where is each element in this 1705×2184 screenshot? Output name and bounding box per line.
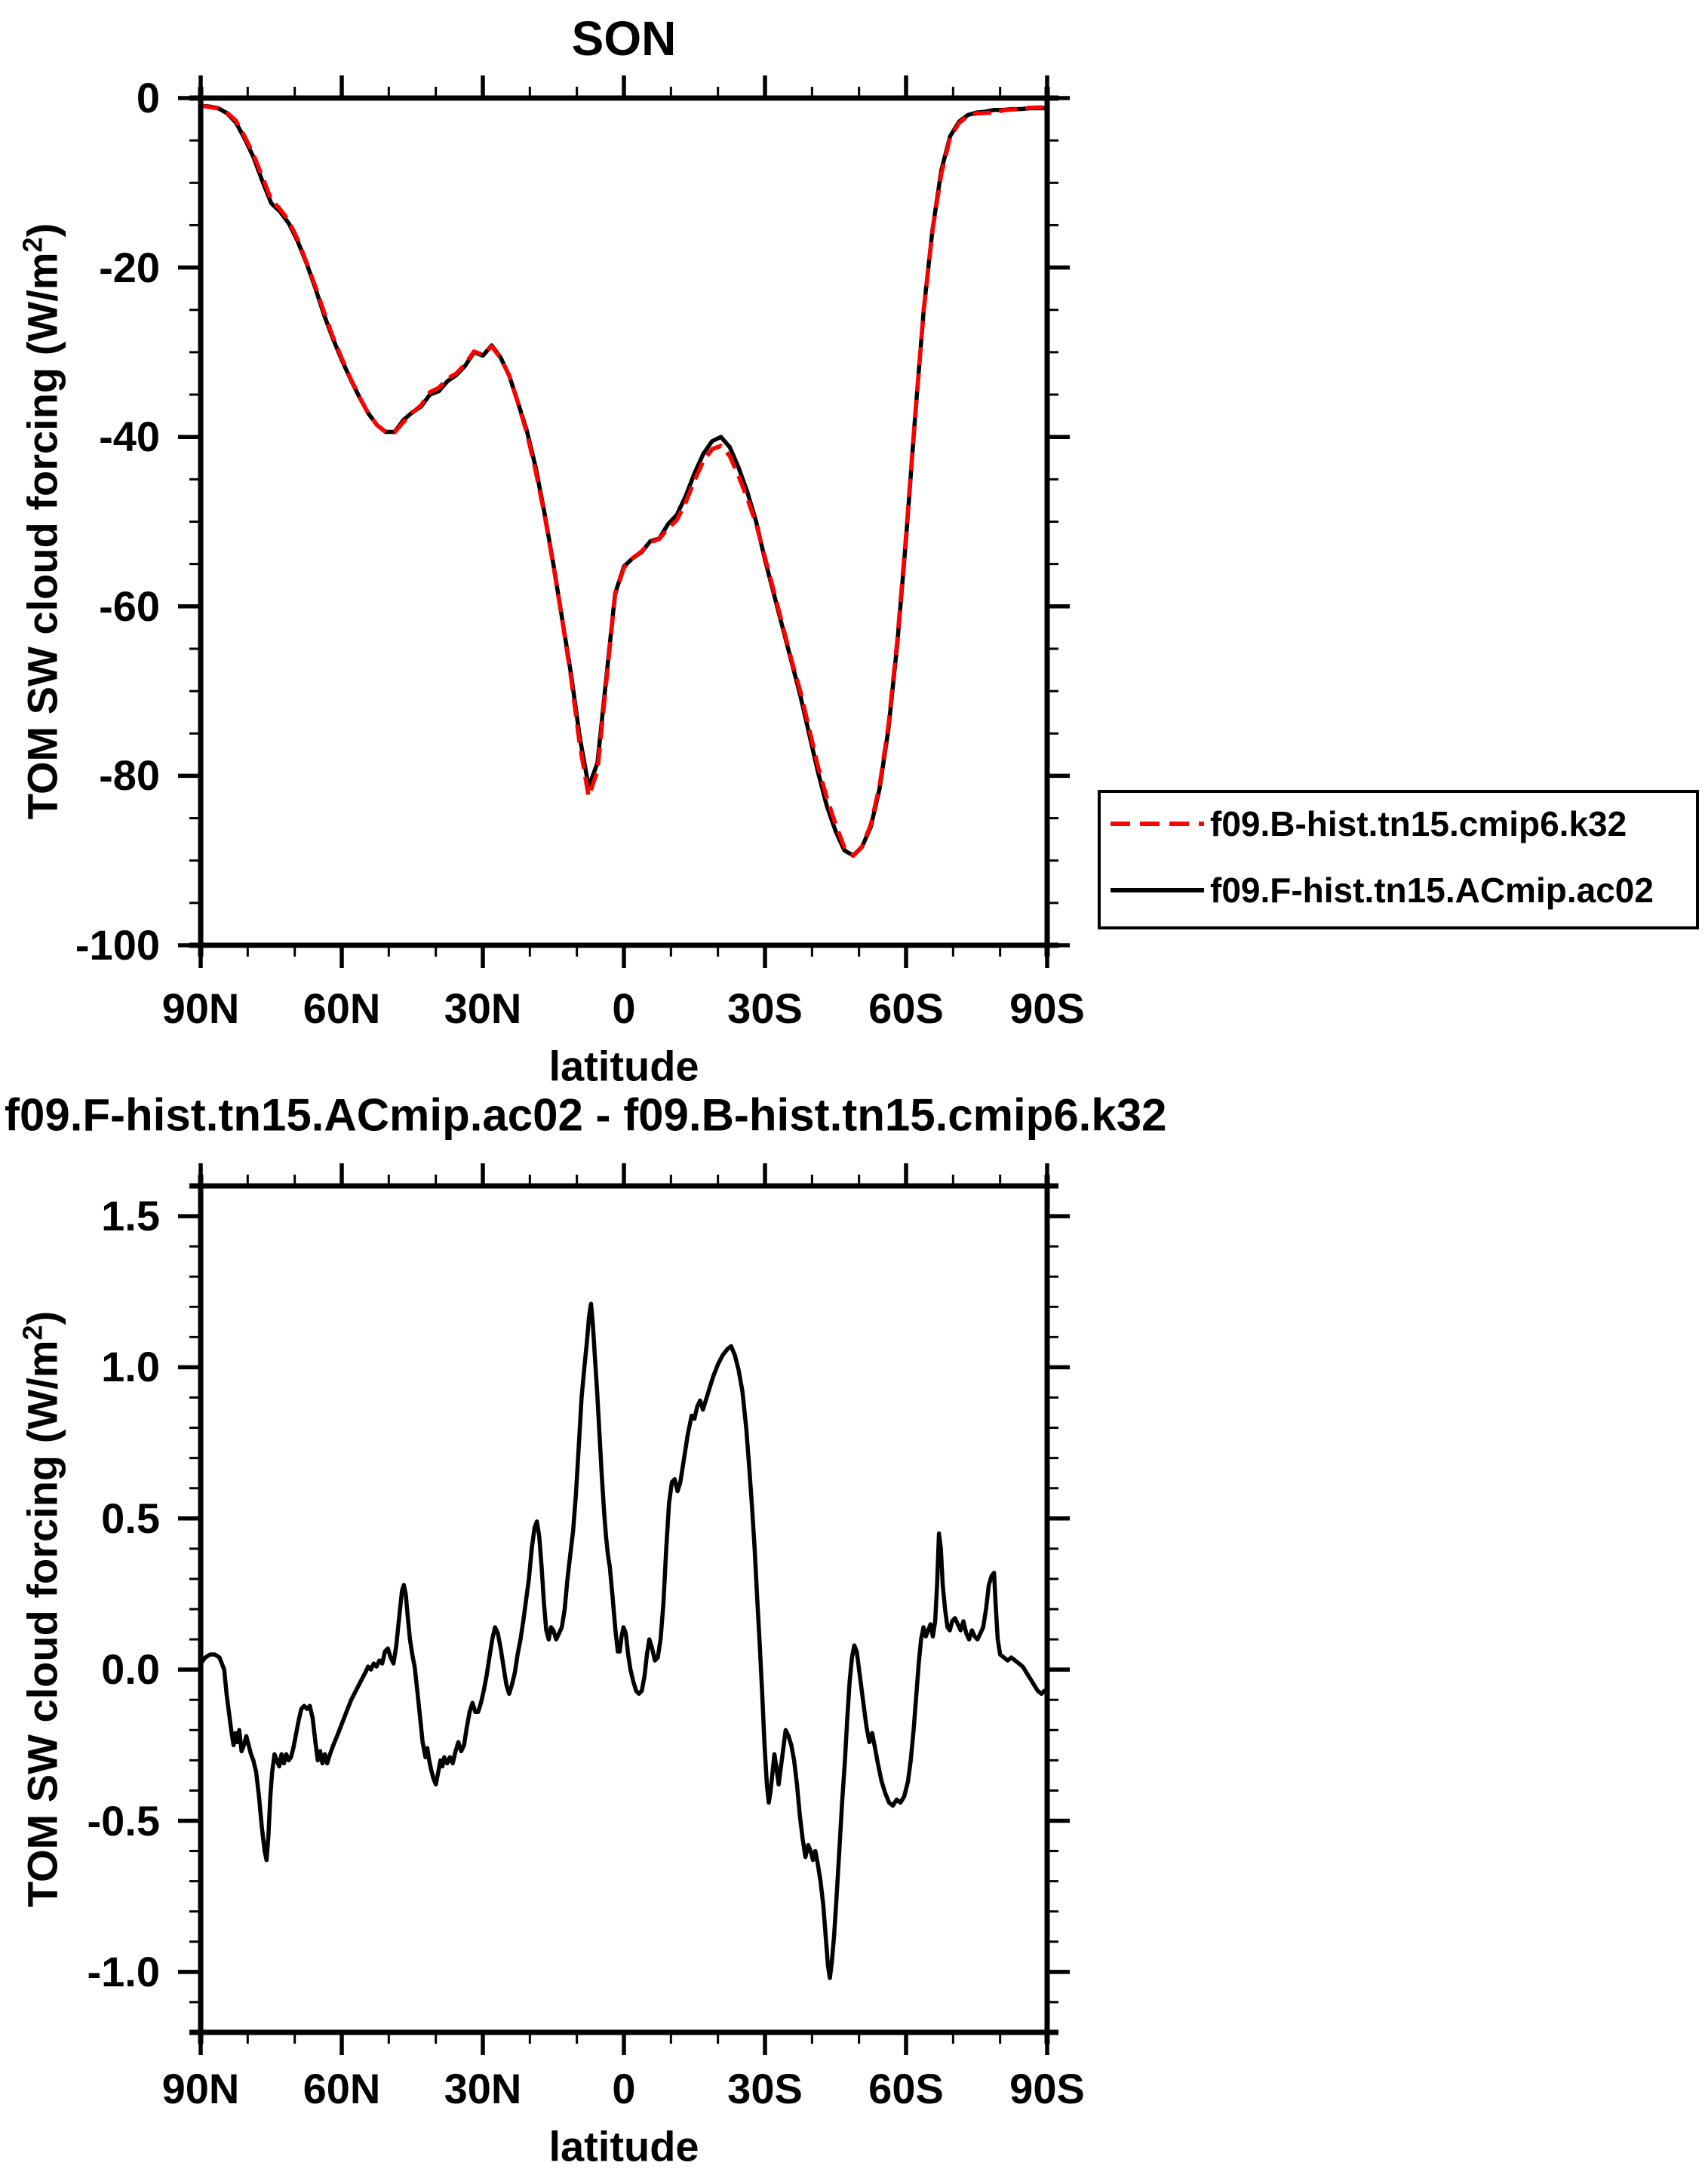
- x-tick-label: 90S: [1009, 984, 1085, 1032]
- bottom-y-axis-title-sup: 2: [17, 1325, 48, 1341]
- x-tick-label: 30S: [727, 984, 803, 1032]
- series-line-solid-chart2: [198, 1301, 1049, 1980]
- y-tick-label: -20: [99, 243, 160, 291]
- top-y-axis-title-text: TOM SW cloud forcing (W/m: [18, 252, 66, 820]
- top-y-axis-title: TOM SW cloud forcing (W/m2): [17, 223, 67, 820]
- x-tick-label: 30N: [444, 2065, 522, 2112]
- x-tick-label: 30N: [444, 984, 522, 1032]
- bottom-y-axis-title-close: ): [18, 1310, 66, 1325]
- y-tick-label: 0: [136, 74, 160, 121]
- x-tick-label: 60N: [303, 984, 381, 1032]
- legend: f09.B-hist.tn15.cmip6.k32 f09.F-hist.tn15…: [1098, 790, 1699, 929]
- top-x-axis-title: latitude: [548, 1042, 699, 1090]
- y-tick-label: -80: [99, 751, 160, 800]
- x-tick-label: 0: [612, 2065, 636, 2112]
- legend-entry-label: f09.B-hist.tn15.cmip6.k32: [1210, 804, 1627, 843]
- x-tick-label: 60S: [868, 2065, 944, 2112]
- legend-entry-label: f09.F-hist.tn15.ACmip.ac02: [1210, 871, 1654, 910]
- y-tick-label: -40: [99, 413, 160, 461]
- legend-entry: f09.F-hist.tn15.ACmip.ac02: [1111, 871, 1654, 910]
- legend-entry: f09.B-hist.tn15.cmip6.k32: [1111, 804, 1627, 843]
- top-chart-title: SON: [571, 11, 677, 66]
- legend-line-sample-solid: [1111, 888, 1204, 892]
- y-tick-label: 0.5: [101, 1494, 160, 1542]
- y-tick-label: -100: [75, 921, 160, 969]
- x-tick-label: 60S: [868, 984, 944, 1032]
- x-tick-label: 90N: [161, 984, 240, 1032]
- y-tick-label: -0.5: [87, 1796, 161, 1845]
- y-tick-label: -60: [99, 582, 160, 630]
- x-tick-label: 0: [612, 984, 636, 1032]
- x-tick-label: 90S: [1009, 2065, 1085, 2112]
- y-tick-label: 0.0: [101, 1645, 160, 1694]
- legend-line-sample-dashed: [1111, 822, 1204, 826]
- top-y-axis-title-close: ): [18, 223, 66, 238]
- diff-chart-title: f09.F-hist.tn15.ACmip.ac02 - f09.B-hist.…: [5, 1089, 1167, 1141]
- x-tick-label: 30S: [727, 2065, 803, 2112]
- y-tick-label: -1.0: [87, 1947, 161, 1995]
- y-tick-label: 1.5: [101, 1192, 160, 1240]
- series-line-dashed-chart1: [200, 103, 1047, 859]
- x-tick-label: 90N: [161, 2065, 240, 2112]
- bottom-x-axis-title: latitude: [548, 2122, 699, 2170]
- series-line-solid-chart1: [200, 103, 1047, 858]
- y-tick-label: 1.0: [101, 1343, 160, 1391]
- x-tick-label: 60N: [303, 2065, 381, 2112]
